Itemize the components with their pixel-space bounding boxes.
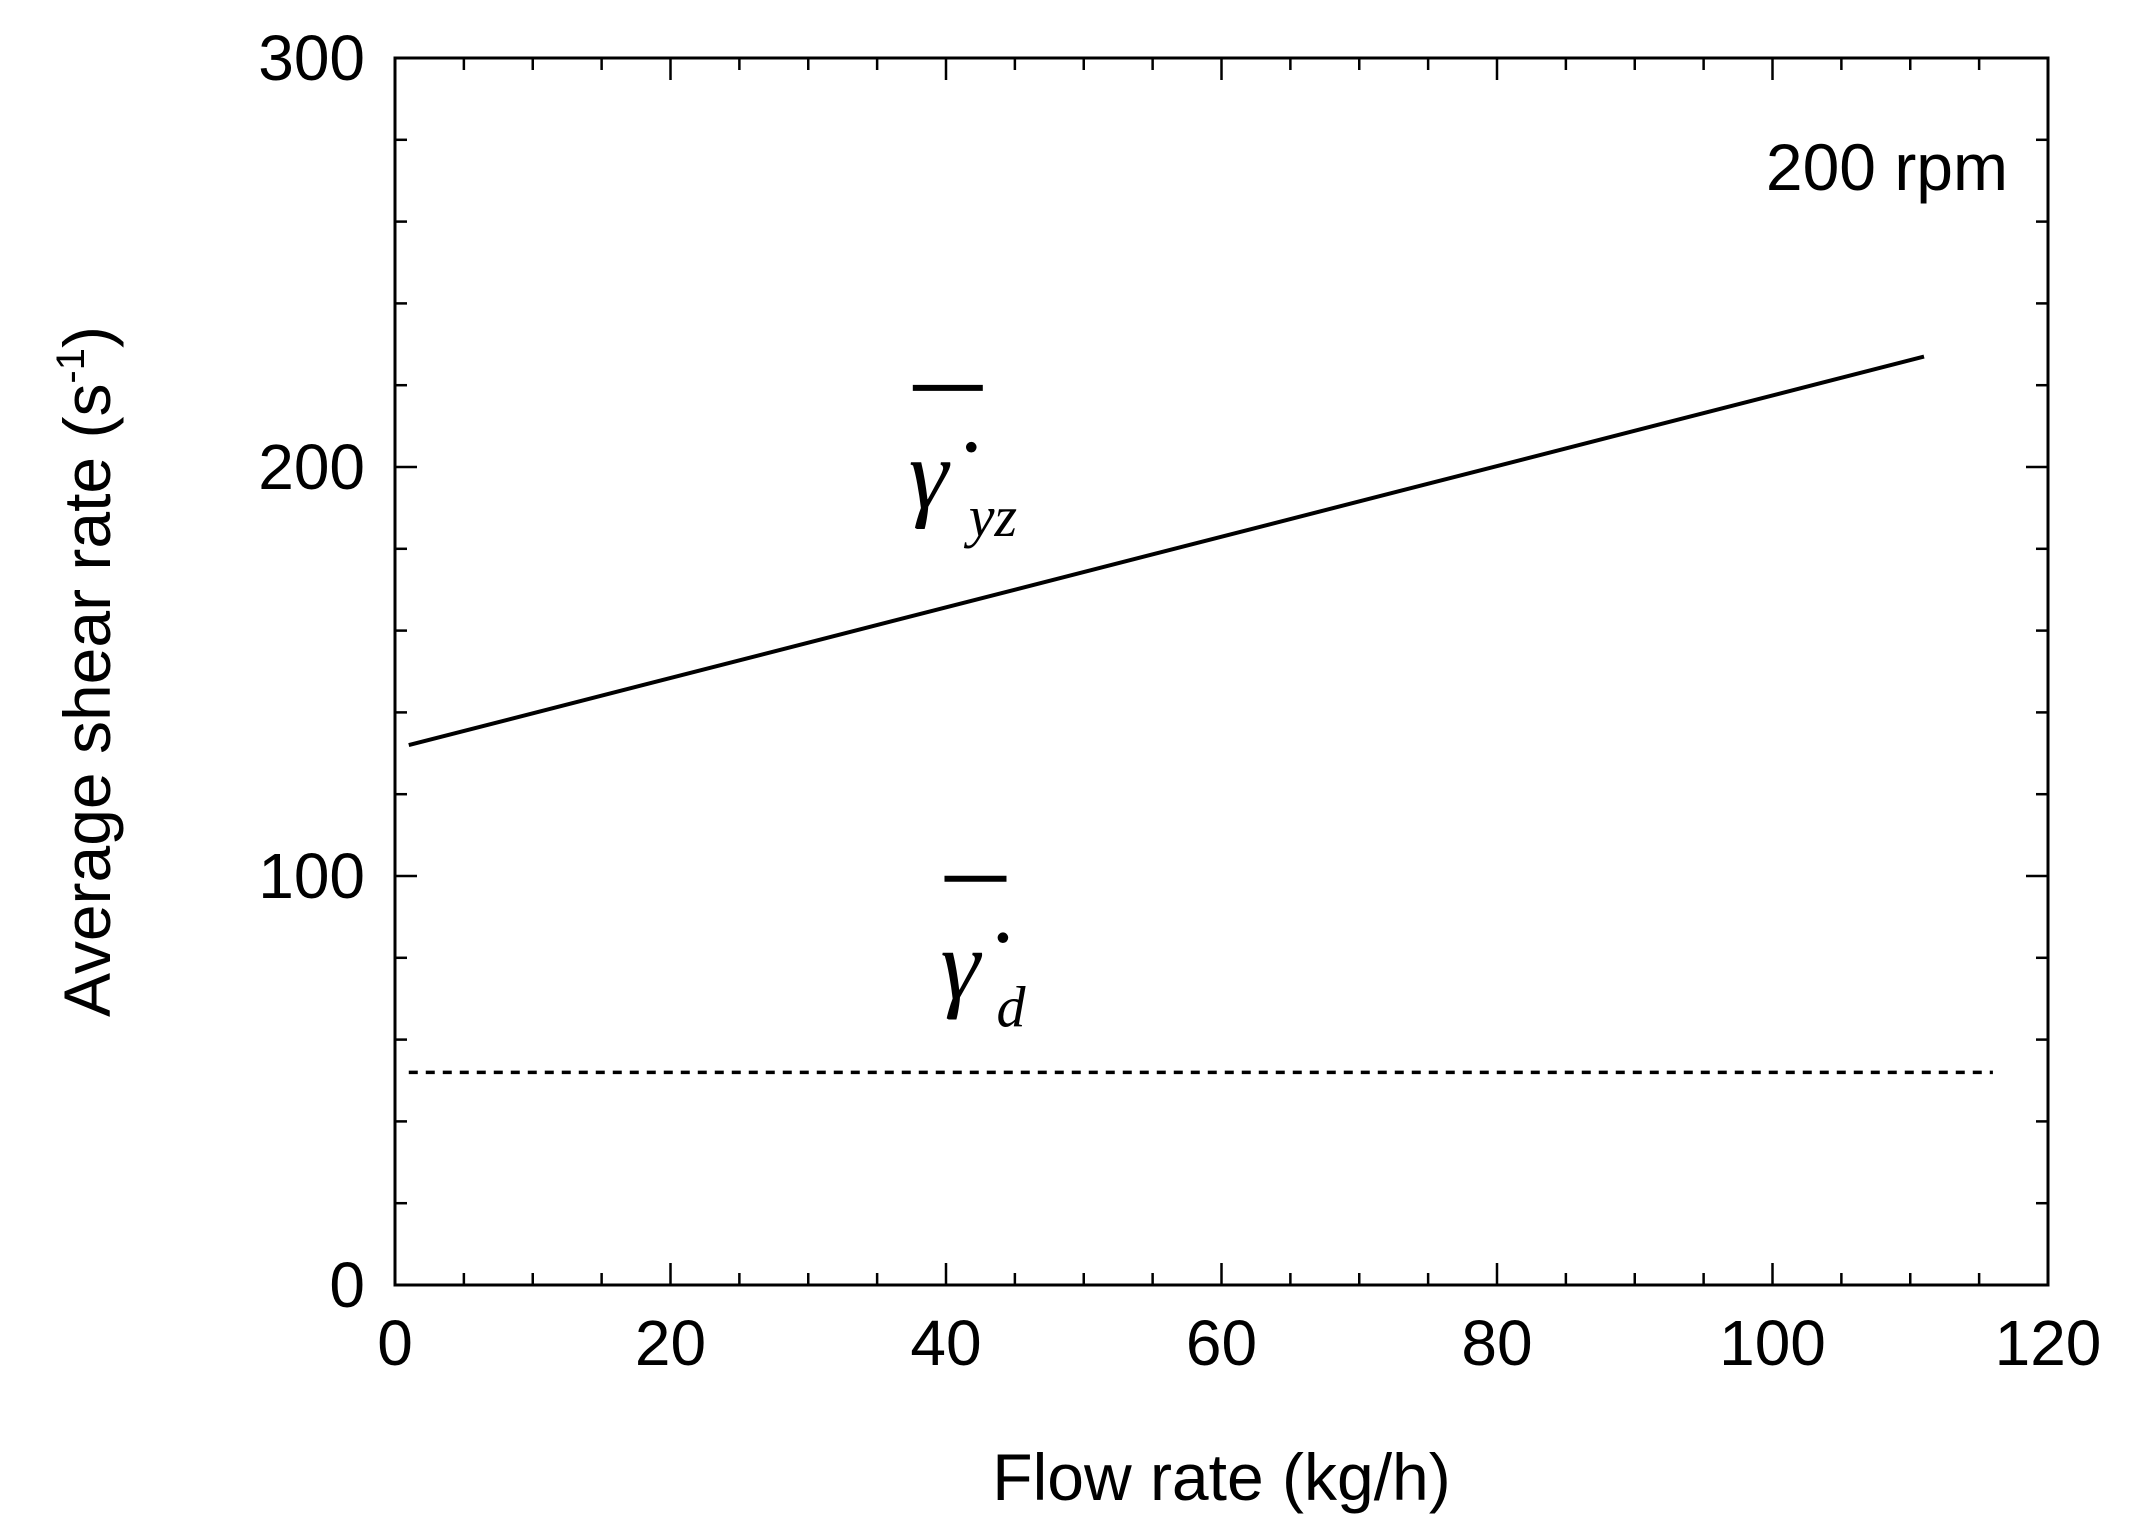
x-tick-label: 20 xyxy=(635,1307,706,1379)
rpm-annotation: 200 rpm xyxy=(1766,130,2008,204)
x-tick-label: 60 xyxy=(1186,1307,1257,1379)
y-axis-title-base: Average shear rate (s xyxy=(50,384,124,1017)
x-tick-label: 0 xyxy=(377,1307,413,1379)
x-tick-label: 40 xyxy=(910,1307,981,1379)
y-tick-label: 100 xyxy=(258,840,365,912)
series-label-symbol: γ̇ xyxy=(909,419,977,530)
y-tick-label: 200 xyxy=(258,431,365,503)
plot-frame xyxy=(393,56,2050,1287)
series-label-subscript: d xyxy=(996,975,1026,1040)
y-tick-label: 300 xyxy=(258,22,365,94)
y-axis-title-close: ) xyxy=(50,326,124,348)
y-axis-title-superscript: -1 xyxy=(49,348,93,384)
axis-ticks xyxy=(393,56,2050,1287)
x-tick-label: 100 xyxy=(1719,1307,1826,1379)
y-axis-title: Average shear rate (s-1) xyxy=(49,326,124,1017)
series-line-yz xyxy=(408,354,1925,748)
x-tick-label: 120 xyxy=(1995,1307,2102,1379)
tick-labels: 0 20 40 60 80 100 120 0 100 200 300 xyxy=(258,22,2101,1379)
series-label-yz: γ̇ yz xyxy=(909,384,1017,549)
x-axis-title: Flow rate (kg/h) xyxy=(992,1440,1450,1514)
series-lines xyxy=(408,354,1993,1075)
series-label-subscript: yz xyxy=(964,484,1017,549)
x-tick-label: 80 xyxy=(1461,1307,1532,1379)
series-label-d: γ̇ d xyxy=(940,875,1026,1040)
y-tick-label: 0 xyxy=(329,1249,365,1321)
